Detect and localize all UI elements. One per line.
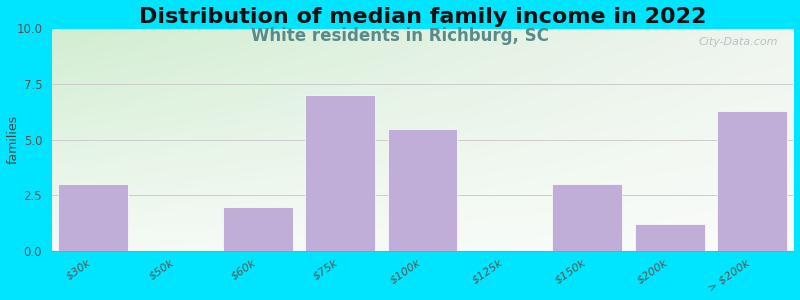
Text: City-Data.com: City-Data.com bbox=[698, 38, 778, 47]
Title: Distribution of median family income in 2022: Distribution of median family income in … bbox=[139, 7, 706, 27]
Text: White residents in Richburg, SC: White residents in Richburg, SC bbox=[251, 27, 549, 45]
Bar bbox=[305, 95, 375, 251]
Bar bbox=[387, 129, 458, 251]
Bar bbox=[717, 111, 787, 251]
Bar bbox=[552, 184, 622, 251]
Bar bbox=[58, 184, 128, 251]
Y-axis label: families: families bbox=[7, 115, 20, 164]
Bar bbox=[223, 207, 293, 251]
Bar bbox=[634, 224, 705, 251]
